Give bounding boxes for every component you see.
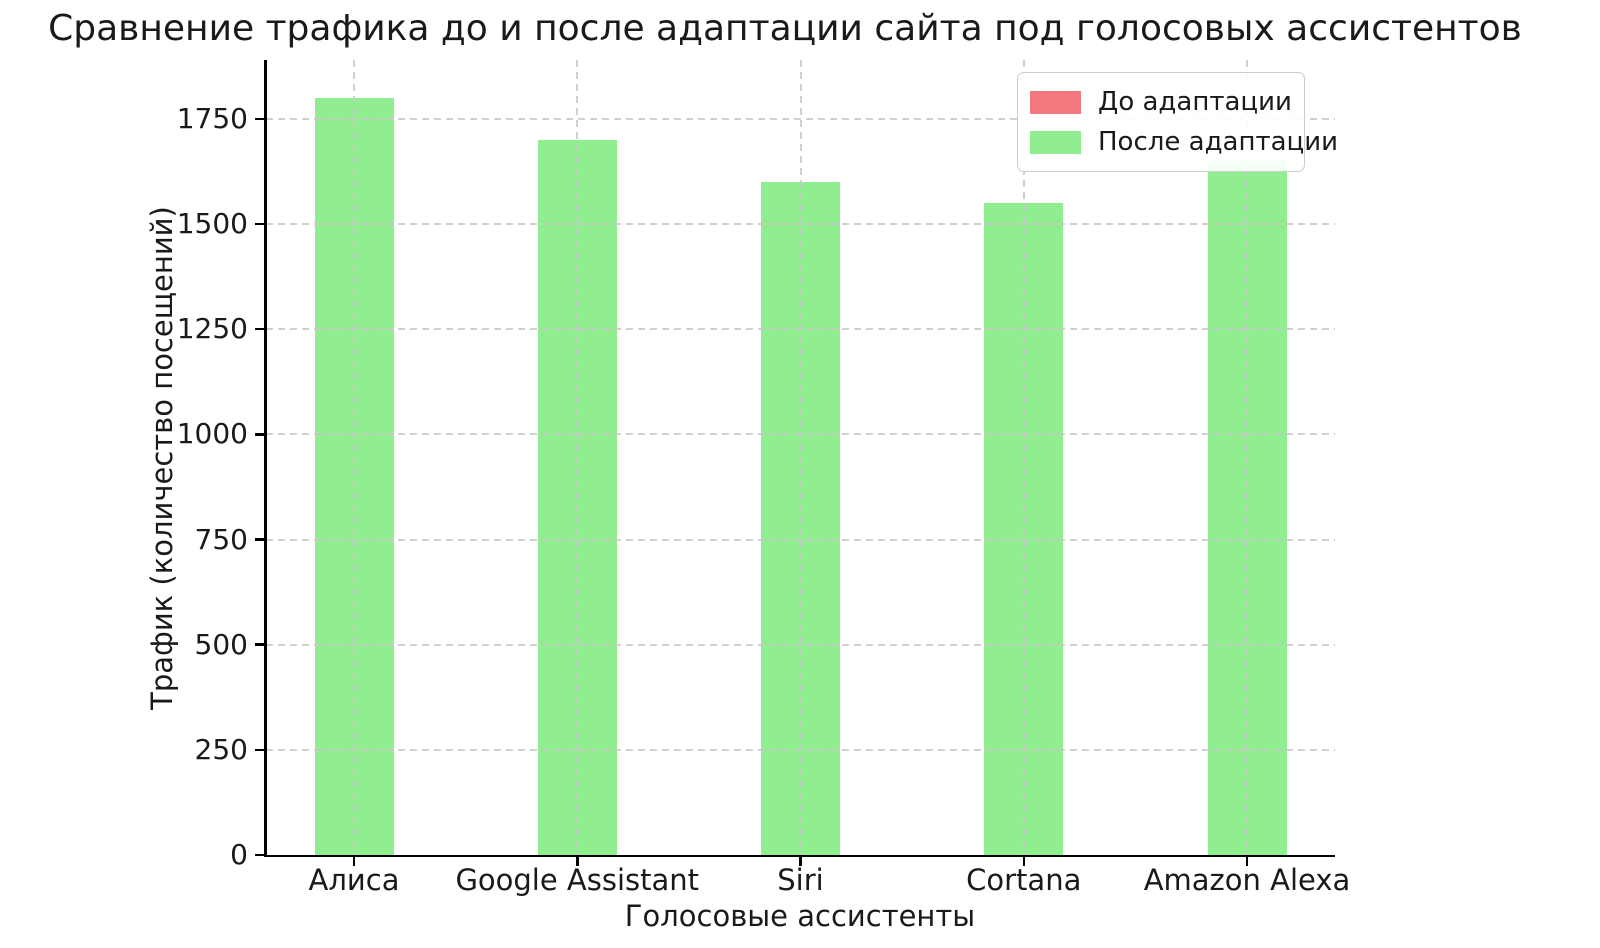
x-tick-label-Алиса: Алиса (308, 863, 400, 897)
x-tick-label-Cortana: Cortana (966, 863, 1082, 897)
x-tick-Amazon Alexa (1245, 857, 1249, 866)
y-tick-250 (255, 748, 264, 752)
chart-title: Сравнение трафика до и после адаптации с… (48, 8, 1522, 49)
y-tick-0 (255, 853, 264, 857)
legend-label-after: После адаптации (1098, 127, 1339, 157)
y-tick-1250 (255, 327, 264, 331)
y-tick-label-750: 750 (194, 522, 248, 556)
y-tick-label-1500: 1500 (176, 207, 248, 241)
gridline-v-Cortana (1022, 60, 1025, 855)
x-tick-label-Amazon Alexa: Amazon Alexa (1143, 863, 1351, 897)
x-tick-label-Google Assistant: Google Assistant (455, 863, 700, 897)
y-tick-1750 (255, 117, 264, 121)
gridline-v-Siri (799, 60, 802, 855)
legend-label-before: До адаптации (1098, 87, 1292, 117)
y-tick-1500 (255, 222, 264, 226)
y-axis-spine (264, 60, 267, 855)
gridline-v-Amazon Alexa (1246, 60, 1248, 855)
x-tick-Google Assistant (576, 857, 579, 866)
x-tick-Siri (799, 857, 802, 866)
legend: До адаптации После адаптации (1017, 72, 1338, 172)
y-axis-label: Трафик (количество посещений) (145, 206, 179, 710)
y-tick-label-1000: 1000 (176, 417, 248, 451)
y-tick-label-1750: 1750 (176, 101, 248, 135)
y-tick-label-1250: 1250 (176, 312, 248, 346)
y-tick-1000 (255, 433, 264, 436)
legend-item-before: До адаптации (1030, 82, 1292, 122)
plot-area (255, 60, 1335, 866)
gridline-v-Алиса (353, 60, 355, 855)
y-tick-500 (255, 643, 264, 646)
x-axis-spine (264, 854, 1335, 857)
y-tick-label-250: 250 (194, 732, 248, 766)
legend-item-after: После адаптации (1030, 122, 1338, 162)
legend-swatch-after (1030, 130, 1081, 154)
x-axis-label: Голосовые ассистенты (624, 899, 976, 933)
legend-swatch-before (1030, 90, 1081, 114)
x-tick-label-Siri: Siri (777, 863, 824, 897)
y-tick-label-0: 0 (230, 838, 248, 871)
x-tick-Алиса (352, 857, 356, 866)
x-tick-Cortana (1022, 857, 1025, 866)
y-tick-750 (255, 538, 264, 541)
gridline-v-Google Assistant (576, 60, 579, 855)
y-tick-label-500: 500 (194, 627, 248, 661)
